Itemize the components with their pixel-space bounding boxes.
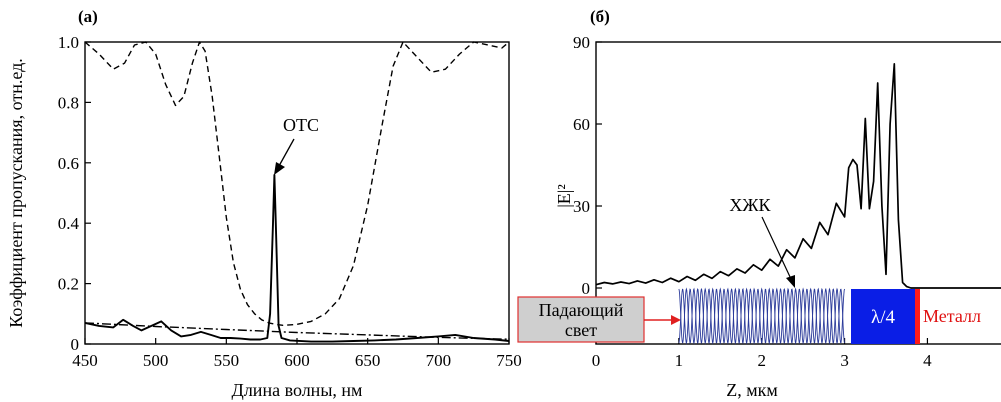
panel-b-y-tick-label: 60 [573,115,590,134]
panel-a-y-tick-label: 0.2 [58,275,79,294]
panel-b-x-axis-label: Z, мкм [726,380,778,400]
panel-a-x-axis-label: Длина волны, нм [232,380,363,400]
clc-label: ХЖК [729,195,771,215]
panel-a: (a) 450 500 550 600 650 700 750 0 0.2 0.4 0.6 0.8 1… [6,7,522,400]
panel-b-y-axis-label: |E|² [554,184,574,208]
panel-a-y-tick-label: 0.6 [58,154,79,173]
panel-a-x-ticks: 450 500 550 600 650 700 750 [72,338,522,370]
clc-annotation-arrowhead [786,275,795,288]
panel-a-x-tick-label: 550 [214,351,240,370]
panel-a-label: (a) [78,7,98,26]
ots-annotation-label: ОТС [283,115,319,135]
panel-b-x-tick-label: 1 [675,351,684,370]
panel-b-y-tick-label: 30 [573,197,590,216]
ots-annotation-arrow-line [278,138,295,167]
panel-a-x-tick-label: 750 [496,351,522,370]
clc-annotation-arrow-line [761,216,792,280]
panel-a-y-tick-label: 0 [71,335,80,354]
panel-a-solid-series-line [84,173,510,343]
panel-a-y-tick-label: 0.4 [58,214,80,233]
panel-b-y-tick-label: 0 [582,279,591,298]
panel-b: (б) 0 1 2 3 4 0 30 60 90 Падающий свет λ/4 Мета… [517,7,1001,400]
panel-b-y-tick-label: 90 [573,33,590,52]
metal-layer [915,289,920,344]
incident-light-label-line2: свет [565,320,597,340]
panel-a-x-tick-label: 650 [355,351,381,370]
incident-light-box [517,296,645,343]
panel-b-x-tick-label: 4 [923,351,932,370]
panel-a-series [84,41,510,343]
quarter-wave-label: λ/4 [871,307,895,328]
panel-b-x-tick-label: 0 [592,351,601,370]
incident-light-arrowhead [671,315,681,325]
panel-a-x-tick-label: 700 [426,351,452,370]
panel-b-field-intensity-line [595,63,1001,289]
panel-a-y-ticks: 0 0.2 0.4 0.6 0.8 1.0 [58,33,91,354]
panel-a-x-tick-label: 600 [284,351,310,370]
panel-a-frame [84,41,510,345]
ots-annotation-arrowhead [274,162,285,175]
panel-a-y-axis-label: Коэффициент пропускания, отн.ед. [6,58,26,328]
metal-label: Металл [923,306,981,326]
incident-light-label-line1: Падающий [539,300,624,320]
panel-a-x-tick-label: 450 [72,351,98,370]
panel-b-x-tick-label: 3 [840,351,849,370]
panel-b-label: (б) [590,7,610,26]
panel-a-y-tick-label: 1.0 [58,33,79,52]
clc-helix-strand [678,287,846,345]
panel-b-series [595,63,1001,289]
panel-a-dashed-series-line [84,41,510,326]
quarter-wave-layer [851,289,915,344]
panel-a-x-tick-label: 500 [143,351,169,370]
panel-a-dashdot-series-line [84,322,510,340]
clc-helix-structure [678,287,846,345]
clc-helix-strand [678,287,846,345]
panel-b-y-ticks: 0 30 60 90 [573,33,602,298]
panel-a-y-tick-label: 0.8 [58,93,79,112]
panel-b-frame [595,41,1001,345]
panel-b-x-tick-label: 2 [757,351,766,370]
